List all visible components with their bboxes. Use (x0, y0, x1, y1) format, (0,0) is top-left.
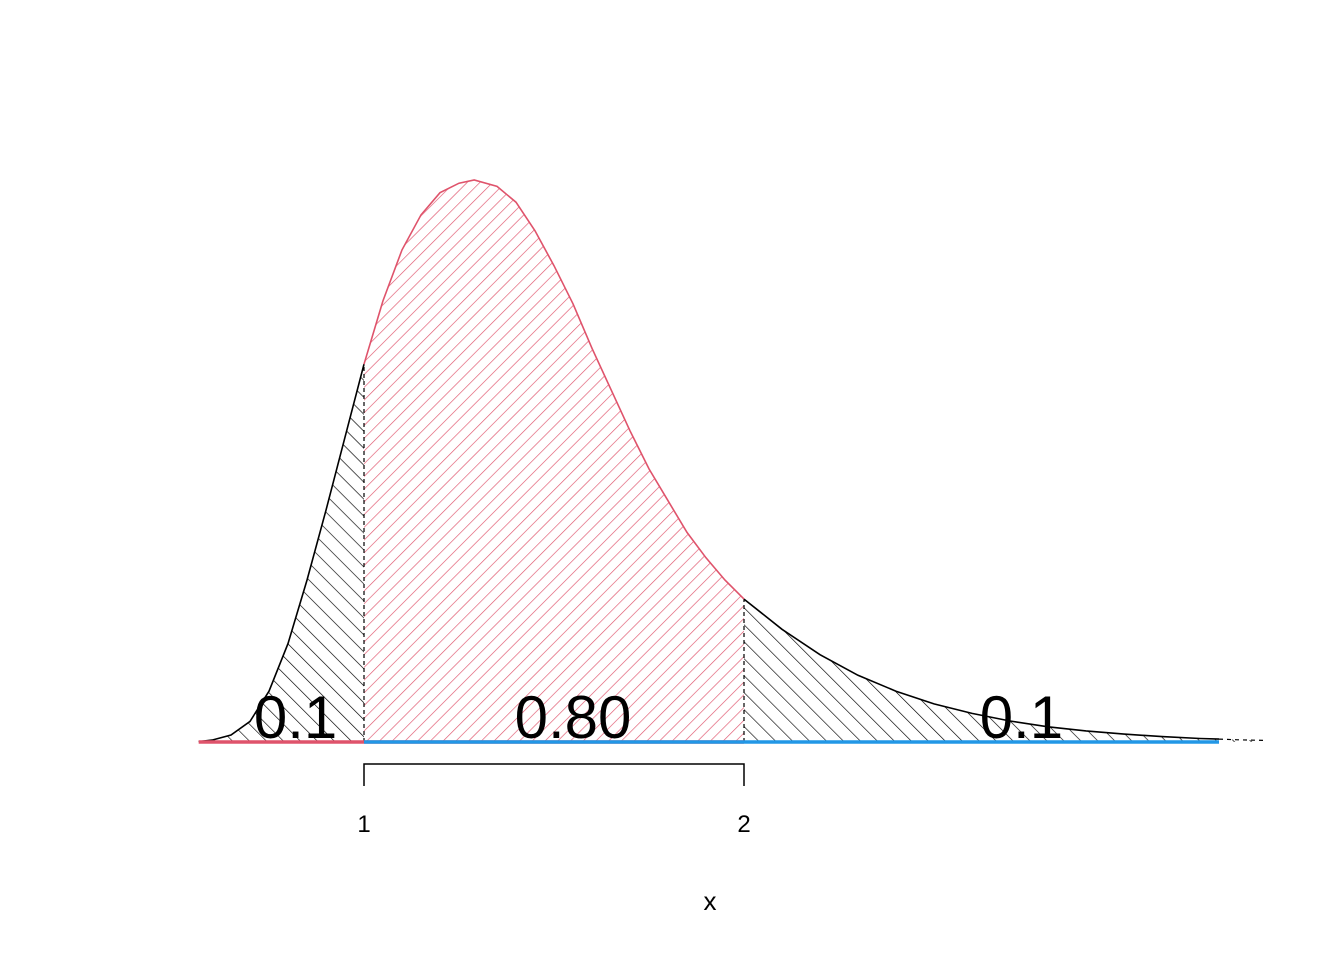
upper-tail-curve (743, 598, 1220, 740)
central-curve (363, 179, 745, 600)
region-labels: 0.1 0.80 0.1 (254, 684, 1063, 751)
central-region (364, 180, 744, 742)
upper-tail-region (744, 599, 1265, 742)
far-tail-curve (1218, 738, 1265, 741)
region-dividers (363, 364, 745, 742)
shaded-regions (198, 180, 1265, 742)
lower-tail-probability-label: 0.1 (254, 684, 337, 751)
interval-bracket (363, 763, 745, 786)
central-probability-label: 0.80 (515, 684, 632, 751)
lower-tail-region (198, 364, 364, 742)
x-tick-label: 2 (737, 811, 750, 838)
upper-tail-probability-label: 0.1 (980, 684, 1063, 751)
x-axis-label: x (704, 886, 717, 916)
x-tick-label: 1 (357, 811, 370, 838)
interval-bracket-line (363, 763, 745, 786)
